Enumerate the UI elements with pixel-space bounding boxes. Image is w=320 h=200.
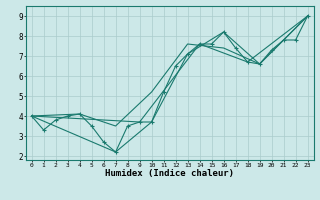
X-axis label: Humidex (Indice chaleur): Humidex (Indice chaleur) bbox=[105, 169, 234, 178]
